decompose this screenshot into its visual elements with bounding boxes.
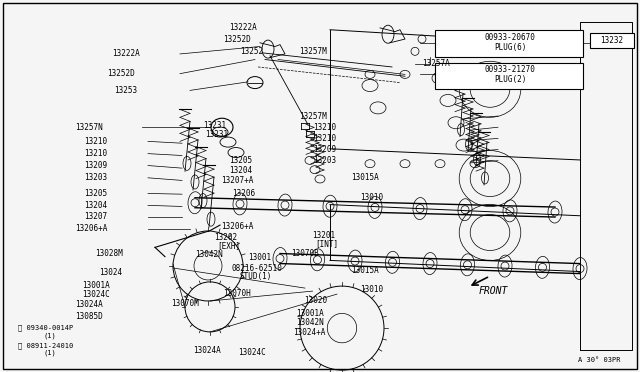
Text: 13024C: 13024C xyxy=(82,290,109,299)
Text: 13001A: 13001A xyxy=(82,281,109,290)
Text: (1): (1) xyxy=(44,349,56,356)
Text: 13222A: 13222A xyxy=(112,49,140,58)
Text: [EXH]: [EXH] xyxy=(218,241,241,250)
Text: 13070B: 13070B xyxy=(291,249,319,258)
Text: 13252D: 13252D xyxy=(223,35,250,44)
Text: 13203: 13203 xyxy=(314,156,337,165)
Text: (1): (1) xyxy=(44,332,56,339)
Text: 13252D: 13252D xyxy=(108,69,135,78)
Text: 13042N: 13042N xyxy=(296,318,323,327)
Text: 00933-20670: 00933-20670 xyxy=(484,33,536,42)
Text: 13257M: 13257M xyxy=(300,112,327,121)
Text: 13001A: 13001A xyxy=(296,309,323,318)
Text: 13257M: 13257M xyxy=(300,47,327,56)
Text: 13020: 13020 xyxy=(304,296,327,305)
Text: 13210: 13210 xyxy=(314,123,337,132)
Text: 13222A: 13222A xyxy=(229,23,257,32)
Text: 13024C: 13024C xyxy=(238,348,266,357)
Text: 13232: 13232 xyxy=(600,36,623,45)
Text: 13209: 13209 xyxy=(314,145,337,154)
Text: 13209: 13209 xyxy=(84,161,108,170)
Text: 13070M: 13070M xyxy=(172,299,199,308)
Text: 00933-21270: 00933-21270 xyxy=(484,65,536,74)
Text: 13253: 13253 xyxy=(114,86,137,95)
Text: 13205: 13205 xyxy=(229,156,252,165)
Text: 13015A: 13015A xyxy=(351,173,378,182)
Text: 13024A: 13024A xyxy=(76,300,103,309)
Text: 13210: 13210 xyxy=(314,134,337,143)
Text: 13070H: 13070H xyxy=(223,289,250,298)
Text: 13207+A: 13207+A xyxy=(221,176,253,185)
Text: A 30° 03PR: A 30° 03PR xyxy=(579,357,621,363)
Text: PLUG(6): PLUG(6) xyxy=(494,43,526,52)
Text: 13231: 13231 xyxy=(205,130,228,139)
Bar xyxy=(435,30,583,57)
Text: 13231: 13231 xyxy=(204,121,227,130)
Text: 13010: 13010 xyxy=(360,285,383,294)
Text: PLUG(2): PLUG(2) xyxy=(494,76,526,84)
Text: 13206+A: 13206+A xyxy=(76,224,108,233)
Text: 13024+A: 13024+A xyxy=(293,328,326,337)
Text: 13042N: 13042N xyxy=(195,250,223,259)
Text: 13206+A: 13206+A xyxy=(221,222,253,231)
Text: 13015A: 13015A xyxy=(351,266,378,275)
Text: 13210: 13210 xyxy=(84,137,108,146)
Text: 13203: 13203 xyxy=(84,173,108,182)
Text: 13202: 13202 xyxy=(214,233,237,242)
Text: 13085D: 13085D xyxy=(76,312,103,321)
Bar xyxy=(435,63,583,89)
Text: 13257A: 13257A xyxy=(422,60,450,68)
Text: [INT]: [INT] xyxy=(315,239,338,248)
Text: 13010: 13010 xyxy=(360,193,383,202)
Text: 13201: 13201 xyxy=(312,231,335,240)
Text: FRONT: FRONT xyxy=(479,286,508,296)
Text: 13257N: 13257N xyxy=(76,123,103,132)
Text: 13024A: 13024A xyxy=(193,346,221,355)
Text: Ⓟ 09340-0014P: Ⓟ 09340-0014P xyxy=(18,325,73,331)
Text: Ⓝ 08911-24010: Ⓝ 08911-24010 xyxy=(18,342,73,349)
Text: 13001: 13001 xyxy=(248,253,271,262)
Text: 13024: 13024 xyxy=(99,268,122,277)
Text: 13205: 13205 xyxy=(84,189,108,198)
Text: 13252: 13252 xyxy=(240,47,263,56)
Text: 13210: 13210 xyxy=(84,149,108,158)
Text: 08216-62510: 08216-62510 xyxy=(232,264,282,273)
Text: 13028M: 13028M xyxy=(95,249,122,258)
Text: 13206: 13206 xyxy=(232,189,255,198)
Bar xyxy=(590,33,634,48)
Text: 13204: 13204 xyxy=(84,201,108,210)
Text: 13204: 13204 xyxy=(229,166,252,175)
Text: 13207: 13207 xyxy=(84,212,108,221)
Text: STUD(1): STUD(1) xyxy=(240,272,273,280)
